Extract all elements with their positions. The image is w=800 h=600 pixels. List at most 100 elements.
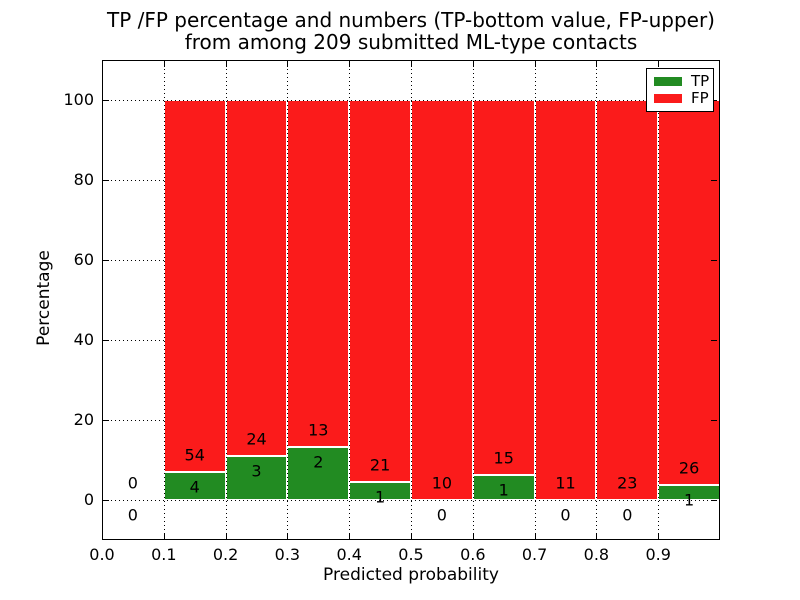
x-axis-tick bbox=[102, 61, 103, 67]
tp-count-label: 1 bbox=[375, 487, 386, 507]
x-tick-label: 0.3 bbox=[274, 545, 301, 564]
fp-count-label: 23 bbox=[617, 473, 638, 493]
x-axis-tick bbox=[225, 533, 227, 539]
x-axis-tick bbox=[163, 533, 165, 539]
fp-count-label: 13 bbox=[308, 420, 329, 440]
tp-bar-segment bbox=[225, 455, 288, 500]
fp-bar-segment bbox=[225, 100, 288, 456]
x-axis-tick bbox=[658, 61, 660, 67]
x-axis-tick bbox=[596, 61, 598, 67]
chart-title-line2: from among 209 submitted ML-type contact… bbox=[184, 30, 638, 54]
y-tick-label: 80 bbox=[73, 170, 94, 189]
x-tick-label: 0.7 bbox=[521, 545, 548, 564]
tp-count-label: 2 bbox=[313, 452, 324, 472]
x-axis-tick bbox=[225, 61, 227, 67]
x-tick-label: 0.1 bbox=[151, 545, 177, 564]
fp-bar-segment bbox=[596, 100, 659, 500]
fp-bar-segment bbox=[349, 100, 411, 482]
y-tick-label: 0 bbox=[83, 490, 94, 509]
y-axis-tick bbox=[711, 180, 717, 181]
tp-count-label: 0 bbox=[436, 505, 447, 525]
x-axis-tick bbox=[163, 61, 165, 67]
vertical-gridline bbox=[163, 61, 165, 539]
x-tick-label: 0.4 bbox=[336, 545, 362, 564]
x-axis-tick bbox=[534, 533, 536, 539]
legend-item: FP bbox=[654, 89, 709, 108]
y-axis-tick bbox=[103, 500, 109, 501]
x-axis-tick bbox=[287, 533, 289, 539]
y-axis-tick bbox=[711, 420, 717, 421]
y-axis-tick bbox=[103, 260, 109, 261]
fp-count-label: 0 bbox=[127, 473, 138, 493]
x-axis-tick bbox=[472, 61, 474, 67]
x-axis-tick bbox=[596, 533, 598, 539]
vertical-gridline bbox=[411, 61, 412, 539]
legend-label: TP bbox=[691, 71, 710, 90]
fp-count-label: 15 bbox=[493, 448, 514, 468]
tp-count-label: 1 bbox=[684, 490, 695, 510]
y-axis-label: Percentage bbox=[34, 250, 54, 346]
fp-swatch-icon bbox=[654, 94, 682, 104]
y-axis-tick bbox=[103, 180, 109, 181]
fp-count-label: 21 bbox=[369, 455, 391, 475]
y-axis-tick bbox=[103, 420, 109, 421]
tp-count-label: 0 bbox=[622, 505, 633, 525]
vertical-gridline bbox=[472, 61, 474, 539]
x-axis-label: Predicted probability bbox=[323, 565, 499, 585]
vertical-gridline bbox=[225, 61, 227, 539]
fp-count-label: 11 bbox=[555, 473, 576, 493]
y-axis-tick bbox=[711, 260, 717, 261]
x-axis-tick bbox=[534, 61, 536, 67]
chart-title-line1: TP /FP percentage and numbers (TP-bottom… bbox=[107, 8, 715, 32]
tp-count-label: 3 bbox=[251, 461, 262, 481]
vertical-gridline bbox=[658, 61, 660, 539]
fp-bar-segment bbox=[411, 100, 473, 500]
x-tick-label: 0.2 bbox=[212, 545, 239, 564]
vertical-gridline bbox=[596, 61, 598, 539]
y-axis-tick bbox=[103, 340, 109, 341]
fp-count-label: 26 bbox=[678, 458, 700, 478]
x-axis-tick bbox=[349, 61, 351, 67]
x-axis-tick bbox=[411, 61, 412, 67]
fp-bar-segment bbox=[163, 100, 226, 473]
chart-title: TP /FP percentage and numbers (TP-bottom… bbox=[107, 9, 715, 53]
x-axis-tick bbox=[658, 533, 660, 539]
legend: TP FP bbox=[646, 68, 714, 112]
y-tick-label: 60 bbox=[73, 250, 94, 269]
x-axis-tick bbox=[287, 61, 289, 67]
fp-count-label: 54 bbox=[184, 445, 205, 465]
fp-bar-segment bbox=[534, 100, 597, 500]
x-tick-label: 0.9 bbox=[645, 545, 671, 564]
x-tick-label: 0.8 bbox=[583, 545, 610, 564]
tp-count-label: 1 bbox=[498, 480, 509, 500]
vertical-gridline bbox=[534, 61, 536, 539]
legend-item: TP bbox=[654, 71, 710, 90]
y-axis-tick bbox=[711, 340, 717, 341]
x-tick-label: 0.6 bbox=[460, 545, 486, 564]
fp-count-label: 24 bbox=[246, 429, 267, 449]
x-axis-tick bbox=[472, 533, 474, 539]
x-axis-tick bbox=[349, 533, 351, 539]
x-axis-tick bbox=[411, 533, 412, 539]
x-axis-tick bbox=[102, 533, 103, 539]
legend-label: FP bbox=[691, 89, 709, 108]
vertical-gridline bbox=[349, 61, 351, 539]
y-tick-label: 20 bbox=[73, 410, 94, 429]
x-tick-label: 0.5 bbox=[398, 545, 424, 564]
tp-swatch-icon bbox=[654, 76, 682, 86]
y-tick-label: 40 bbox=[73, 330, 94, 349]
y-axis-tick bbox=[103, 100, 109, 101]
fp-bar-segment bbox=[472, 100, 535, 475]
tp-count-label: 4 bbox=[189, 477, 200, 497]
tp-bar-segment bbox=[287, 446, 350, 500]
x-tick-label: 0.0 bbox=[89, 545, 115, 564]
y-tick-label: 100 bbox=[63, 90, 94, 109]
fp-bar-segment bbox=[658, 100, 720, 486]
fp-count-label: 10 bbox=[431, 473, 453, 493]
tp-bar-segment bbox=[472, 475, 535, 500]
y-axis-tick bbox=[711, 100, 717, 101]
fp-bar-segment bbox=[287, 100, 350, 447]
vertical-gridline bbox=[287, 61, 289, 539]
tp-count-label: 0 bbox=[127, 505, 138, 525]
